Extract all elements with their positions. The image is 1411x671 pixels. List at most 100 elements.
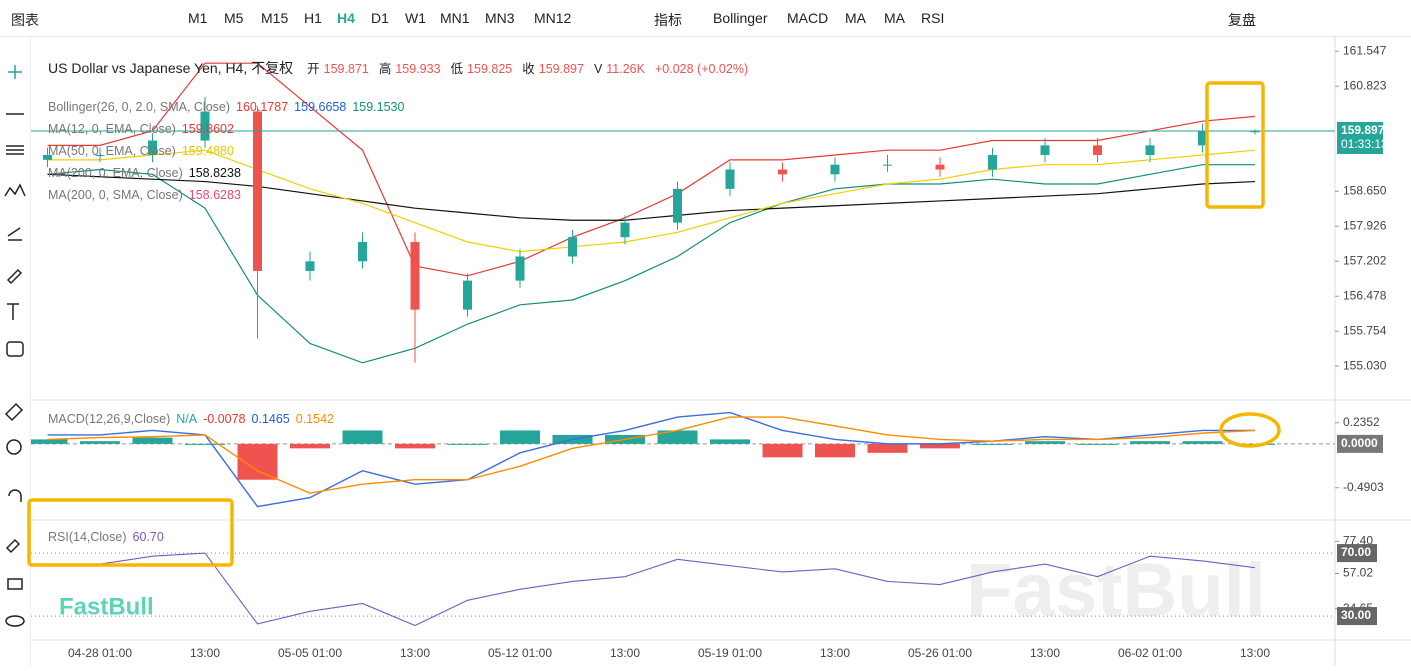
timeframe[interactable]: M5: [224, 10, 244, 26]
indicators-button[interactable]: 指标: [654, 12, 682, 28]
pattern-tool[interactable]: [4, 183, 26, 197]
candle-body: [43, 155, 52, 160]
emoji-tool[interactable]: [6, 341, 24, 357]
candle-body: [988, 155, 997, 170]
macd-value: 0.1542: [295, 412, 334, 426]
y-tick-label: 155.754: [1343, 323, 1387, 337]
indicator-tab[interactable]: MA: [884, 10, 905, 26]
ohlc-key: 收: [522, 62, 535, 76]
ohlc-key: 开: [307, 62, 320, 76]
last-price-label: 159.897: [1341, 123, 1385, 137]
macd-value: N/A: [176, 412, 198, 426]
indicator-value: 159.8602: [181, 122, 234, 136]
indicator-tab[interactable]: Bollinger: [713, 10, 768, 26]
zero-label: 0.0000: [1341, 436, 1378, 450]
x-tick-label: 13:00: [1240, 646, 1270, 660]
indicator-value: 159.6658: [294, 100, 347, 114]
macd-histogram-bar: [762, 443, 803, 458]
timeframe[interactable]: MN1: [440, 10, 470, 26]
rsi-legend: RSI(14,Close) 60.70: [48, 530, 170, 544]
symbol-title: US Dollar vs Japanese Yen, H4, 不复权: [48, 60, 294, 76]
timeframe[interactable]: D1: [371, 10, 389, 26]
indicator-tab[interactable]: RSI: [921, 10, 945, 26]
y-tick-label: 157.202: [1343, 253, 1387, 267]
ohlc-value: 159.825: [467, 62, 513, 76]
indicator-value: 158.8238: [188, 166, 241, 180]
drawing-toolbar: [0, 36, 31, 666]
candle-body: [1198, 130, 1207, 146]
macd-histogram-bar: [31, 439, 68, 444]
text-tool[interactable]: [7, 303, 19, 320]
crosshair-tool[interactable]: [8, 65, 22, 79]
indicator-tab[interactable]: MACD: [787, 10, 829, 26]
level-box: [1337, 544, 1377, 563]
change: +0.028 (+0.02%): [654, 62, 749, 76]
macd-histogram-bar: [1235, 443, 1275, 445]
indicator-name: Bollinger(26, 0, 2.0, SMA, Close): [48, 100, 231, 114]
timeframe[interactable]: W1: [405, 10, 426, 26]
macd-histogram-bar: [710, 439, 750, 444]
candle-body: [95, 155, 105, 157]
candle-body: [778, 169, 787, 175]
chart-menu[interactable]: 图表: [11, 12, 39, 28]
timeframe[interactable]: M15: [261, 10, 289, 26]
x-tick-label: 05-19 01:00: [698, 646, 762, 660]
macd-legend: MACD(12,26,9,Close) N/A -0.0078 0.1465 0.154…: [48, 412, 340, 426]
timeframe[interactable]: MN3: [485, 10, 515, 26]
timeframe[interactable]: H4: [337, 10, 355, 26]
indicator-name: MA(50, 0, EMA, Close): [48, 144, 176, 158]
macd-histogram-bar: [500, 430, 540, 444]
overlay-line: [47, 164, 1255, 364]
ohlc-key: 低: [450, 62, 464, 76]
x-tick-label: 06-02 01:00: [1118, 646, 1182, 660]
candle-body: [463, 280, 472, 310]
indicator-row: MA(200, 0, EMA, Close) 158.8238: [48, 162, 410, 184]
timeframe[interactable]: H1: [304, 10, 322, 26]
x-tick-label: 05-26 01:00: [908, 646, 972, 660]
x-tick-label: 13:00: [190, 646, 220, 660]
y-tick-label: 156.478: [1343, 288, 1387, 302]
candle-body: [253, 111, 262, 271]
indicator-row: MA(50, 0, EMA, Close) 159.4880: [48, 140, 410, 162]
replay-button[interactable]: 复盘: [1228, 12, 1256, 28]
indicator-value: 158.6283: [188, 188, 241, 202]
ohlc-value: 159.933: [395, 62, 441, 76]
y-tick-label: 160.823: [1343, 78, 1387, 92]
candle-body: [568, 237, 577, 257]
zero-box: [1337, 434, 1383, 453]
projection-tool[interactable]: [7, 227, 22, 241]
indicator-legend: Bollinger(26, 0, 2.0, SMA, Close) 160.178…: [48, 96, 410, 206]
level-label: 30.00: [1341, 608, 1371, 622]
countdown: 01:33:13: [1341, 137, 1388, 151]
candle-body: [1093, 145, 1102, 156]
macd-histogram-bar: [1130, 441, 1170, 444]
macd-histogram-bar: [1182, 441, 1223, 444]
lock-tool[interactable]: [7, 578, 23, 590]
symbol-legend: US Dollar vs Japanese Yen, H4, 不复权开 159.8…: [48, 58, 754, 78]
zoom-tool[interactable]: [6, 439, 22, 455]
timeframe[interactable]: M1: [188, 10, 208, 26]
overlay-line: [47, 62, 1256, 277]
x-tick-label: 04-28 01:00: [68, 646, 132, 660]
macd-value: -0.0078: [203, 412, 246, 426]
magnet-tool[interactable]: [8, 489, 22, 502]
indicator-value: 159.4880: [181, 144, 234, 158]
visibility-tool[interactable]: [5, 615, 25, 627]
rsi-name: RSI(14,Close): [48, 530, 127, 544]
ohlc-value: 159.871: [323, 62, 369, 76]
candle-body: [305, 261, 315, 271]
indicator-tab[interactable]: MA: [845, 10, 866, 26]
brush-tool[interactable]: [6, 268, 23, 285]
candle-body: [1145, 145, 1155, 156]
erase-tool[interactable]: [5, 538, 21, 554]
rsi-line: [47, 552, 1256, 627]
timeframe[interactable]: MN12: [534, 10, 572, 26]
y-tick-label: 155.030: [1343, 358, 1387, 372]
fib-tool[interactable]: [6, 145, 24, 155]
macd-histogram-bar: [815, 443, 855, 458]
ohlc-value: 11.26K: [606, 62, 645, 76]
indicator-row: Bollinger(26, 0, 2.0, SMA, Close) 160.178…: [48, 96, 410, 118]
indicator-row: MA(12, 0, EMA, Close) 159.8602: [48, 118, 410, 140]
indicator-name: MA(200, 0, SMA, Close): [48, 188, 183, 202]
ruler-tool[interactable]: [4, 402, 24, 422]
